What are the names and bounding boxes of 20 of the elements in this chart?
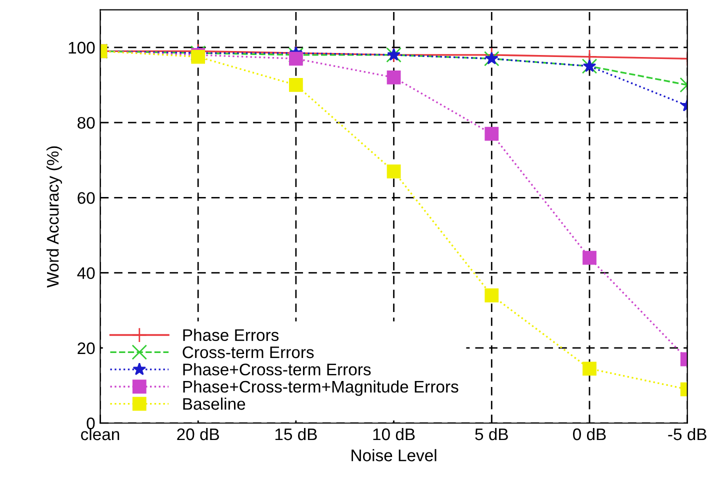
y-tick-label: 20 (78, 342, 95, 354)
legend-label: Phase+Cross-term Errors (183, 363, 371, 376)
y-tick-label: 60 (78, 192, 95, 204)
x-tick-label: 0 dB (573, 428, 606, 440)
x-tick-label: 15 dB (275, 428, 317, 440)
x-tick-label: -5 dB (668, 428, 706, 440)
y-tick-label: 40 (77, 267, 95, 280)
legend-label: Phase Errors (183, 328, 279, 342)
y-axis-title: Word Accuracy (%) (46, 146, 62, 288)
y-tick-label: 80 (78, 116, 95, 129)
x-tick-label: 20 dB (177, 428, 219, 440)
x-tick-label: clean (81, 428, 120, 440)
legend-label: Baseline (183, 398, 246, 410)
x-axis-title: Noise Level (352, 449, 436, 462)
y-tick-label: 100 (68, 42, 95, 54)
legend-label: Cross-term Errors (182, 346, 314, 358)
y-tick-label: 0 (86, 418, 95, 430)
x-tick-label: 10 dB (373, 428, 415, 440)
x-tick-label: 5 dB (475, 428, 508, 440)
legend-label: Phase+Cross-term+Magnitude Errors (183, 380, 458, 396)
